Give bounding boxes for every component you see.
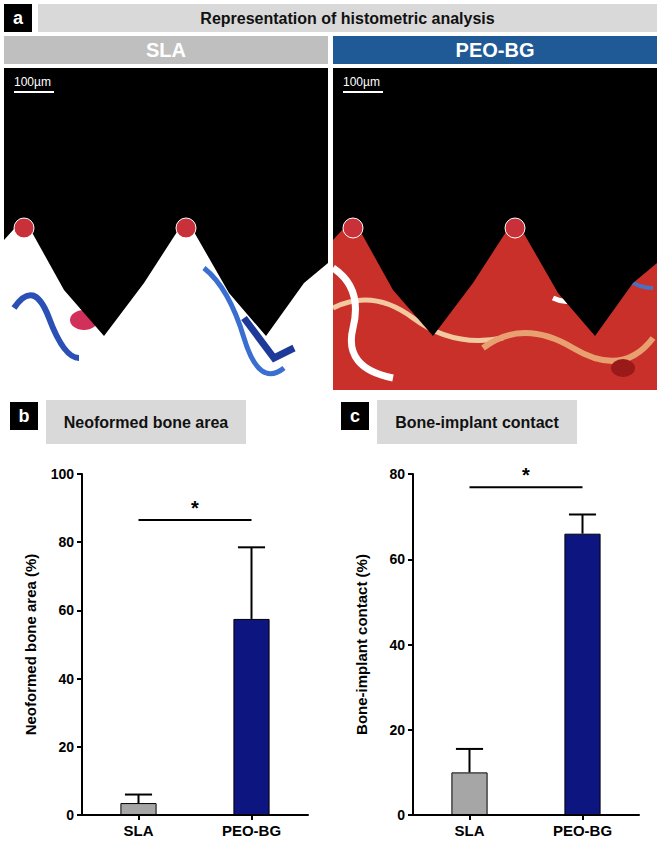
html-text:SLA: SLA bbox=[146, 39, 186, 61]
svg-text:PEO-BG: PEO-BG bbox=[553, 822, 612, 839]
html-text:Bone-implant contact: Bone-implant contact bbox=[395, 413, 559, 431]
html-text:PEO-BG: PEO-BG bbox=[455, 39, 535, 61]
svg-text:80: 80 bbox=[389, 466, 405, 482]
svg-text:60: 60 bbox=[58, 602, 74, 618]
svg-text:60: 60 bbox=[389, 551, 405, 567]
svg-text:SLA: SLA bbox=[455, 822, 485, 839]
svg-text:Bone-implant contact (%): Bone-implant contact (%) bbox=[353, 554, 370, 735]
html-text:Representation of histometric: Representation of histometric analysis bbox=[200, 9, 495, 27]
svg-text:80: 80 bbox=[58, 534, 74, 550]
svg-text:40: 40 bbox=[58, 671, 74, 687]
svg-text:100: 100 bbox=[51, 466, 75, 482]
svg-text:*: * bbox=[191, 497, 199, 519]
svg-text:Neoformed bone area (%): Neoformed bone area (%) bbox=[22, 554, 39, 736]
svg-text:100µm: 100µm bbox=[14, 75, 51, 89]
html-text:b: b bbox=[18, 406, 30, 426]
svg-text:100µm: 100µm bbox=[343, 75, 380, 89]
html-text:Neoformed bone area: Neoformed bone area bbox=[63, 413, 229, 431]
svg-text:20: 20 bbox=[389, 722, 405, 738]
svg-text:PEO-BG: PEO-BG bbox=[222, 822, 281, 839]
html-text:a: a bbox=[13, 8, 23, 28]
svg-text:SLA: SLA bbox=[124, 822, 154, 839]
svg-text:40: 40 bbox=[389, 637, 405, 653]
svg-text:*: * bbox=[522, 464, 530, 486]
svg-text:0: 0 bbox=[66, 807, 74, 823]
svg-text:0: 0 bbox=[397, 807, 405, 823]
svg-text:20: 20 bbox=[58, 739, 74, 755]
html-text:c: c bbox=[350, 406, 360, 426]
